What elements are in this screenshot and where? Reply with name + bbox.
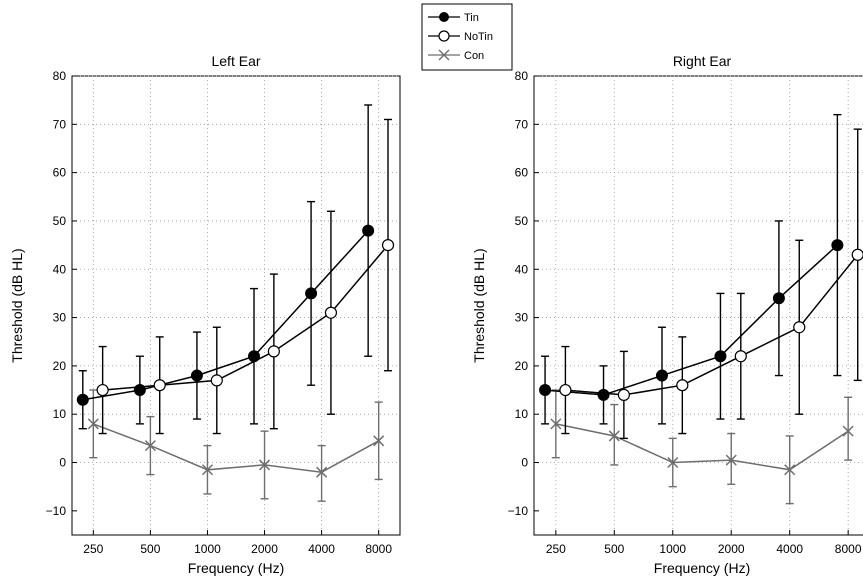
data-point (608, 430, 620, 442)
data-point (842, 425, 854, 437)
data-point (87, 418, 99, 430)
x-tick-label: 4000 (776, 542, 803, 556)
series-line (93, 423, 380, 473)
series-tin (76, 104, 375, 430)
y-axis-title: Threshold (dB HL) (9, 248, 25, 362)
y-tick-label: 30 (515, 311, 529, 325)
y-tick-label: 80 (515, 69, 529, 83)
data-point (381, 239, 395, 252)
plot-frame (533, 75, 863, 536)
x-tick-label: 250 (83, 542, 103, 556)
right-ear-panel: −10 0 10 20 30 40 50 60 70 80 250 500 1000 2000 4000 80… (471, 53, 863, 576)
y-tick-label: 40 (515, 262, 529, 276)
x-axis-title: Frequency (Hz) (188, 560, 284, 576)
series-line (102, 244, 389, 391)
data-point (210, 374, 223, 387)
y-tick-label: 60 (515, 166, 529, 180)
data-point (851, 248, 863, 261)
x-tick-label: 1000 (659, 542, 686, 556)
data-point (676, 379, 689, 392)
data-point (316, 466, 328, 478)
data-point (373, 435, 385, 447)
data-point (784, 464, 796, 476)
data-point (793, 321, 806, 334)
series-line (82, 230, 369, 401)
series-con (550, 389, 854, 505)
legend-marker (439, 12, 449, 22)
y-tick-label: 10 (53, 407, 67, 421)
y-tick-label: −10 (46, 504, 67, 518)
panel-title: Right Ear (673, 53, 732, 69)
x-tick-label: 1000 (194, 542, 221, 556)
data-point (305, 287, 318, 300)
data-point (76, 393, 89, 406)
y-tick-label: 40 (53, 262, 67, 276)
series-con (87, 389, 385, 502)
y-tick-label: 20 (515, 359, 529, 373)
legend-marker (438, 49, 450, 61)
x-tick-label: 2000 (718, 542, 745, 556)
data-point (597, 388, 610, 401)
data-point (559, 383, 572, 397)
data-point (667, 456, 679, 469)
series-line (545, 244, 838, 396)
data-point (617, 388, 630, 401)
data-point (267, 345, 280, 358)
legend-marker (438, 30, 450, 42)
y-tick-label: 60 (53, 166, 67, 180)
y-tick-label: 50 (53, 214, 67, 228)
data-point (362, 224, 375, 237)
series-line (565, 254, 859, 396)
y-tick-label: 30 (53, 311, 67, 325)
legend-label: NoTin (464, 31, 493, 43)
plot-frame (71, 75, 401, 536)
data-point (201, 464, 213, 476)
y-axis-title: Threshold (dB HL) (471, 248, 487, 362)
data-point (190, 369, 203, 382)
legend-label: Con (464, 50, 484, 62)
y-tick-label: 70 (515, 117, 529, 131)
x-tick-label: 500 (604, 542, 624, 556)
x-tick-label: 500 (140, 542, 160, 556)
y-tick-label: 50 (515, 214, 529, 228)
legend-label: Tin (464, 12, 479, 24)
legend: Tin NoTin Con (421, 3, 513, 71)
data-point (550, 418, 562, 430)
y-tick-label: −10 (508, 504, 529, 518)
x-tick-label: 8000 (365, 542, 392, 556)
x-tick-label: 4000 (308, 542, 335, 556)
series-notin (559, 128, 863, 440)
left-ear-panel: −10 0 10 20 30 40 50 60 70 80 250 500 1000 2000 4000 80… (9, 53, 401, 576)
legend-box (421, 3, 513, 71)
y-tick-label: 20 (53, 359, 67, 373)
x-tick-label: 8000 (835, 542, 862, 556)
data-point (655, 369, 668, 382)
data-point (259, 459, 271, 471)
data-point (539, 384, 552, 397)
y-tick-label: 0 (59, 456, 66, 470)
y-tick-label: 10 (515, 407, 529, 421)
data-point (714, 350, 727, 363)
y-tick-label: 80 (53, 69, 67, 83)
data-point (831, 239, 844, 252)
data-point (324, 306, 338, 319)
data-point (144, 440, 156, 452)
series-notin (96, 118, 395, 435)
data-point (772, 292, 785, 305)
data-point (725, 454, 737, 466)
data-point (153, 379, 166, 392)
x-tick-label: 2000 (251, 542, 278, 556)
x-tick-label: 250 (546, 542, 566, 556)
series-tin (539, 113, 844, 425)
data-point (734, 350, 747, 363)
series-line (555, 423, 849, 471)
data-point (96, 383, 109, 397)
panel-title: Left Ear (211, 53, 260, 69)
x-axis-title: Frequency (Hz) (654, 560, 750, 576)
y-tick-label: 70 (53, 117, 67, 131)
y-tick-label: 0 (521, 456, 528, 470)
